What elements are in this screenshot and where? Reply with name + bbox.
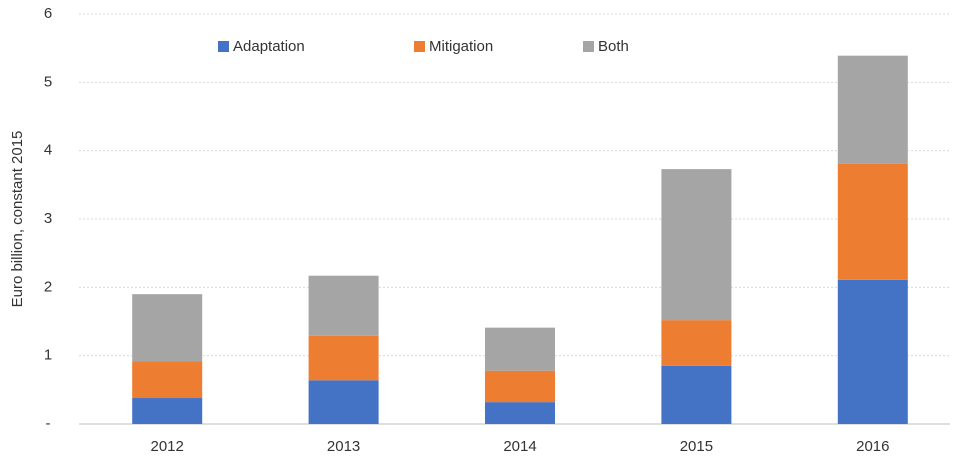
y-axis-label: Euro billion, constant 2015 — [9, 131, 26, 308]
bar-segment — [485, 370, 555, 403]
x-tick-label: 2014 — [503, 438, 536, 455]
y-tick-label: - — [46, 415, 51, 432]
x-tick-label: 2016 — [856, 438, 889, 455]
y-tick-label: 1 — [44, 347, 52, 364]
x-tick-label: 2015 — [680, 438, 713, 455]
x-tick-label: 2012 — [151, 438, 184, 455]
bar-segment — [661, 169, 732, 321]
y-tick-label: 2 — [44, 278, 52, 295]
bar-segment — [132, 398, 203, 424]
legend-swatch — [414, 41, 425, 52]
y-tick-label: 5 — [44, 73, 52, 90]
bar-segment — [661, 365, 732, 424]
legend-label: Adaptation — [233, 38, 305, 55]
legend-label: Both — [598, 38, 629, 55]
y-tick-label: 3 — [44, 210, 52, 227]
x-tick-label: 2013 — [327, 438, 360, 455]
bar-segment — [308, 275, 379, 336]
bar-segment — [485, 402, 555, 424]
legend-swatch — [583, 41, 594, 52]
legend-swatch — [218, 41, 229, 52]
bar-segment — [308, 380, 379, 424]
bar-segment — [837, 163, 908, 280]
bar-segment — [485, 327, 555, 371]
bar-segment — [661, 320, 732, 366]
y-tick-label: 6 — [44, 5, 52, 22]
bar-segment — [308, 335, 379, 381]
bar-segment — [132, 294, 203, 362]
bar-segment — [837, 55, 908, 164]
bar-segment — [132, 361, 203, 399]
y-tick-label: 4 — [44, 142, 52, 159]
legend-label: Mitigation — [429, 38, 493, 55]
bar-segment — [837, 279, 908, 424]
